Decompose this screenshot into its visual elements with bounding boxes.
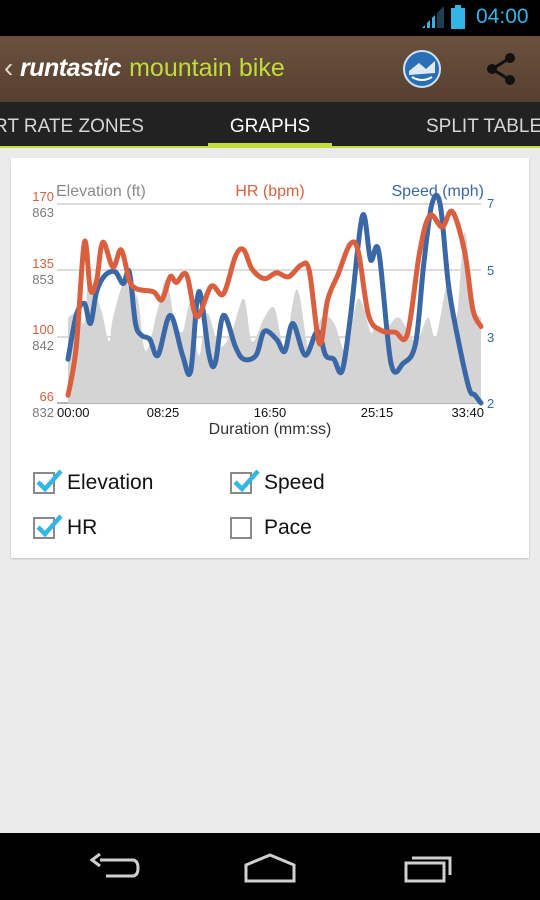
back-icon[interactable] [86, 851, 142, 885]
tab-graphs[interactable]: GRAPHS [229, 116, 311, 137]
signal-icon [422, 6, 444, 28]
action-bar: ‹ runtastic mountain bike [0, 36, 540, 102]
x-tick: 33:40 [451, 405, 484, 420]
hr-axis-title: HR (bpm) [235, 183, 304, 200]
elevation-tick: 863 [32, 205, 54, 220]
navigation-bar [0, 833, 540, 900]
globe-sync-icon[interactable] [402, 49, 442, 89]
hr-tick: 100 [32, 322, 54, 337]
elevation-toggle-label: Elevation [67, 471, 154, 494]
elevation-axis-title: Elevation (ft) [56, 183, 146, 200]
hr-tick: 135 [32, 256, 54, 271]
x-tick: 08:25 [147, 405, 180, 420]
tab-split-table[interactable]: SPLIT TABLE [426, 116, 540, 137]
app-brand[interactable]: runtastic mountain bike [20, 53, 285, 83]
elevation-tick: 832 [32, 405, 54, 420]
elevation-checkbox[interactable] [33, 469, 63, 494]
hr-checkbox[interactable] [33, 514, 63, 539]
pace-checkbox[interactable] [230, 517, 252, 539]
hr-toggle-label: HR [67, 516, 98, 539]
brand-name: runtastic [20, 54, 122, 82]
clock: 04:00 [476, 5, 529, 28]
elevation-tick: 853 [32, 272, 54, 287]
app-name: mountain bike [129, 54, 285, 82]
recents-icon[interactable] [400, 851, 456, 885]
tab-heart-rate-zones[interactable]: RT RATE ZONES [0, 116, 144, 137]
speed-tick: 5 [487, 263, 494, 278]
speed-tick: 7 [487, 196, 494, 211]
speed-checkbox[interactable] [230, 469, 260, 494]
x-tick: 25:15 [361, 405, 394, 420]
chevron-left-icon[interactable]: ‹ [4, 52, 14, 83]
share-icon[interactable] [482, 50, 520, 88]
tab-bar: RT RATE ZONES GRAPHS SPLIT TABLE [0, 102, 540, 148]
battery-icon [451, 5, 465, 29]
hr-toggle[interactable]: HR [33, 511, 97, 545]
checkmark-icon [36, 514, 63, 538]
graph-card: Elevation (ft) HR (bpm) Speed (mph) 170 … [11, 158, 529, 558]
pace-toggle[interactable]: Pace [230, 511, 312, 545]
elevation-area [68, 232, 481, 403]
speed-tick: 3 [487, 330, 494, 345]
activity-chart[interactable]: Elevation (ft) HR (bpm) Speed (mph) 170 … [11, 158, 529, 448]
hr-tick: 170 [32, 189, 54, 204]
elevation-tick: 842 [32, 338, 54, 353]
hr-line [65, 208, 484, 398]
tab-selected-indicator [208, 143, 332, 148]
x-axis-title: Duration (mm:ss) [209, 421, 332, 438]
checkmark-icon [36, 469, 63, 493]
pace-toggle-label: Pace [264, 516, 312, 539]
status-bar: 04:00 [0, 0, 540, 36]
speed-tick: 2 [487, 396, 494, 411]
x-tick: 00:00 [57, 405, 90, 420]
checkmark-icon [233, 469, 260, 493]
home-icon[interactable] [242, 851, 298, 885]
speed-toggle-label: Speed [264, 471, 325, 494]
elevation-toggle[interactable]: Elevation [33, 466, 153, 500]
x-tick: 16:50 [254, 405, 287, 420]
speed-toggle[interactable]: Speed [230, 466, 325, 500]
speed-axis-title: Speed (mph) [392, 183, 485, 200]
hr-tick: 66 [40, 389, 54, 404]
